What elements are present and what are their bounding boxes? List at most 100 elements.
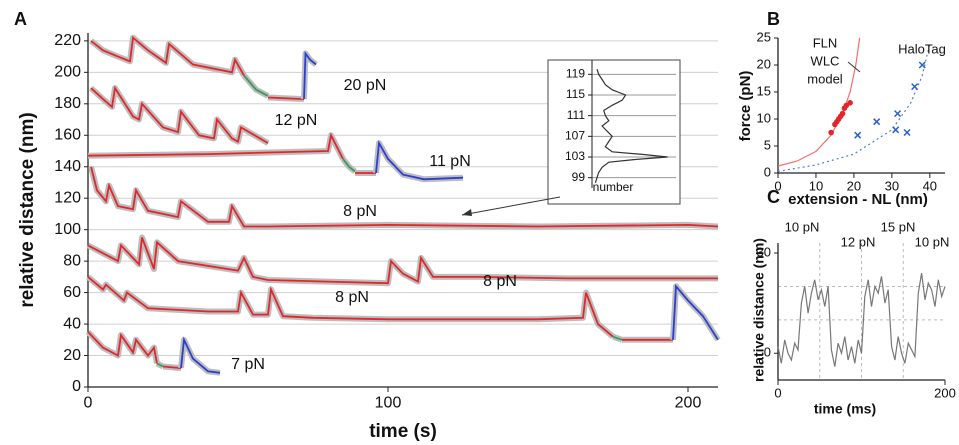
trace: [90, 85, 269, 144]
y-tick-label: 103: [565, 149, 585, 163]
annotation: 12 pN: [275, 112, 318, 129]
x-tick-label: 0: [774, 179, 781, 194]
y-axis-title: relative distance (nm): [17, 112, 38, 307]
trace: [777, 43, 931, 172]
y-tick-label: 15: [757, 83, 771, 98]
annotation: 15 pN: [881, 219, 916, 234]
trace: [87, 237, 718, 285]
y-tick-label: 0: [72, 378, 81, 395]
y-tick-label: 107: [565, 129, 585, 143]
y-axis-title: relative distance (nm): [751, 238, 767, 382]
trace: [156, 362, 164, 368]
x-tick-label: 200: [934, 386, 956, 401]
annotation: model: [807, 71, 843, 86]
y-tick-label: 30: [757, 244, 771, 259]
y-tick-label: 200: [54, 64, 81, 81]
panel-label: C: [767, 187, 780, 207]
y-tick-label: 119: [566, 67, 585, 81]
y-tick-label: 0: [764, 345, 771, 360]
trace: [594, 69, 668, 183]
annotation: 8 pN: [343, 203, 377, 220]
x-tick-label: 200: [675, 394, 702, 411]
trace: [777, 273, 946, 367]
y-tick-label: 220: [54, 32, 81, 49]
panel-label: A: [14, 9, 27, 29]
y-tick-label: 25: [757, 29, 771, 44]
annotation: 10 pN: [785, 219, 820, 234]
point: [918, 61, 926, 69]
y-tick-label: 20: [757, 56, 771, 71]
annotation: FLN: [813, 35, 838, 50]
panel-label: B: [767, 9, 780, 29]
point: [873, 118, 881, 126]
arrow: [847, 61, 861, 73]
y-tick-label: 111: [567, 108, 586, 122]
annotation: 20 pN: [344, 77, 387, 94]
annotation: 10 pN: [915, 234, 950, 249]
x-tick-label: 40: [923, 179, 937, 194]
y-tick-label: 120: [54, 189, 81, 206]
arrow: [461, 196, 561, 216]
x-axis-title: time (ms): [814, 401, 876, 417]
trace-noise: [86, 274, 615, 339]
x-tick-label: 0: [774, 386, 781, 401]
trace: [87, 276, 614, 338]
x-axis-title: time (s): [369, 421, 437, 442]
trace: [243, 74, 269, 97]
trace-noise: [86, 234, 718, 287]
trace: [90, 35, 245, 76]
annotation: WLC: [811, 53, 840, 68]
y-axis-title: force (pN): [737, 71, 754, 142]
y-tick-label: 160: [54, 126, 81, 143]
trace: [303, 50, 317, 100]
point: [828, 129, 834, 136]
trace-noise: [670, 283, 721, 342]
y-tick-label: 99: [572, 170, 586, 184]
y-tick-label: 80: [63, 252, 81, 269]
x-tick-label: 20: [847, 179, 861, 194]
trace: [375, 140, 464, 181]
trace: [87, 331, 158, 364]
trace: [612, 335, 623, 341]
y-tick-label: 180: [54, 95, 81, 112]
y-tick-label: 0: [764, 164, 771, 179]
trace: [342, 158, 356, 173]
arrow-head: [462, 209, 472, 216]
trace: [90, 166, 719, 228]
y-tick-label: 140: [54, 158, 81, 175]
point: [892, 126, 900, 134]
x-tick-label: 10: [809, 179, 823, 194]
trace: [162, 365, 182, 369]
x-axis-title: extension - NL (nm): [788, 191, 928, 208]
annotation: 8 pN: [483, 273, 517, 290]
annotation: 7 pN: [231, 356, 265, 373]
inset-frame: [547, 59, 681, 205]
point: [911, 83, 919, 91]
trace: [672, 283, 719, 341]
trace: [180, 336, 221, 374]
point: [839, 110, 846, 117]
point: [894, 110, 902, 118]
y-tick-label: 20: [63, 347, 81, 364]
annotation: 12 pN: [841, 234, 876, 249]
point: [854, 131, 862, 139]
annotation: HaloTag: [898, 41, 946, 56]
annotation: 8 pN: [335, 289, 369, 306]
y-tick-label: 115: [566, 87, 585, 101]
y-tick-label: 60: [63, 284, 81, 301]
trace: [267, 96, 305, 100]
annotation: 11 pN: [429, 153, 471, 170]
y-tick-label: 40: [63, 315, 81, 332]
y-tick-label: 100: [54, 221, 81, 238]
trace: [87, 132, 344, 160]
y-tick-label: 10: [757, 110, 771, 125]
x-axis-title: number: [593, 180, 634, 194]
y-tick-label: 5: [764, 137, 771, 152]
x-tick-label: 30: [885, 179, 899, 194]
point: [903, 128, 911, 137]
x-tick-label: 0: [84, 394, 93, 411]
x-tick-label: 100: [375, 394, 402, 411]
point: [847, 100, 853, 106]
